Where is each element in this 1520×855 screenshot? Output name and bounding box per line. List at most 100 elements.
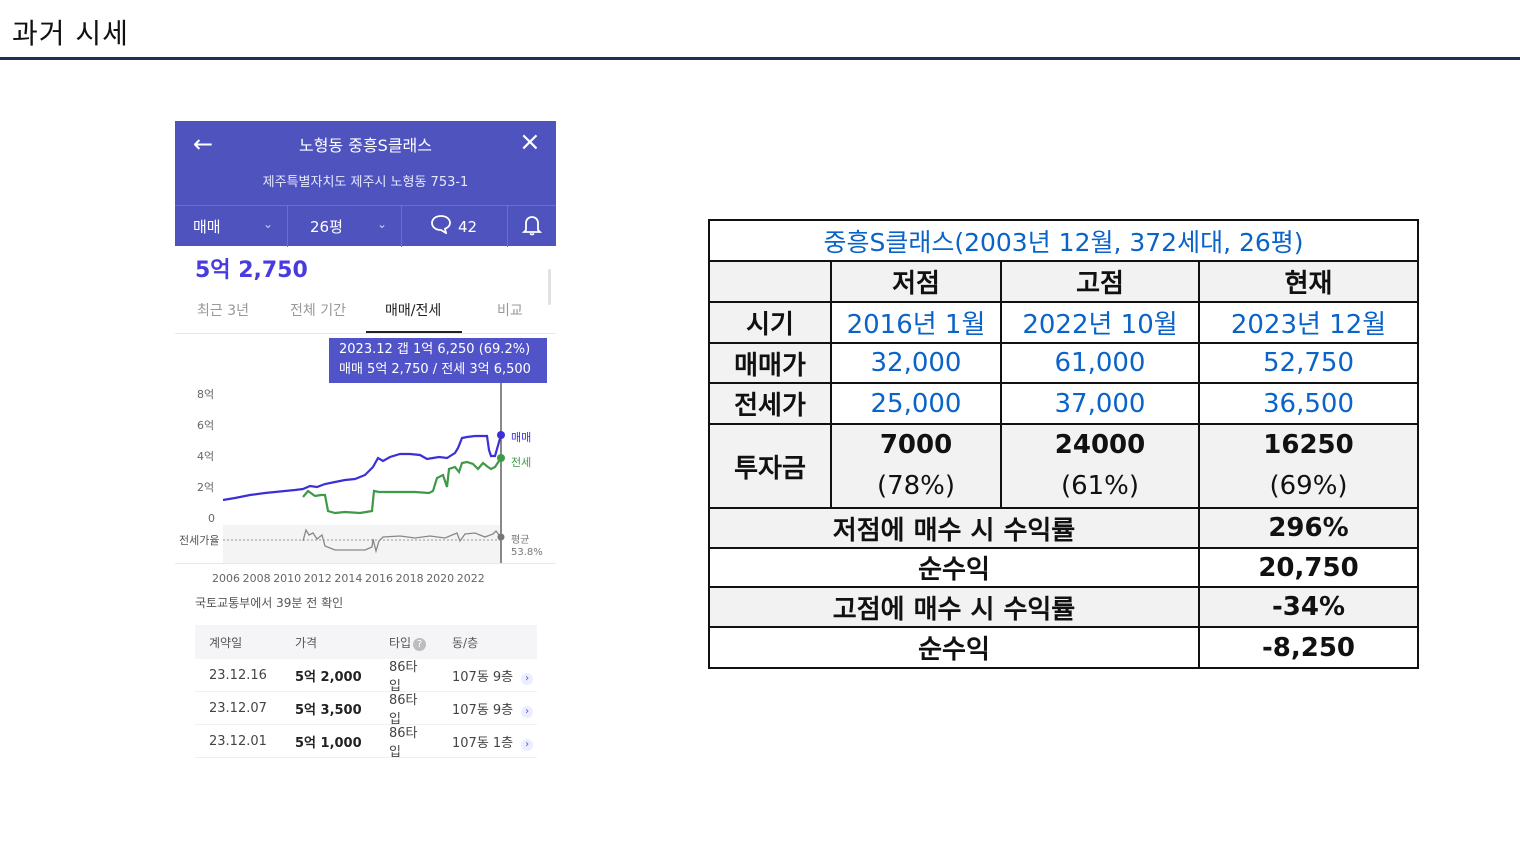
chart-tooltip: 2023.12 갭 1억 6,250 (69.2%) 매매 5억 2,750 /… xyxy=(329,338,547,383)
row-price: 5억 2,000 xyxy=(295,669,362,685)
row-dong-floor: 107동 9층 › xyxy=(429,699,537,718)
slide-title: 과거 시세 xyxy=(12,17,129,50)
col-header-high: 고점 xyxy=(1000,260,1200,303)
row-label-period: 시기 xyxy=(708,301,832,344)
sale-low: 32,000 xyxy=(830,342,1002,384)
jeonse-low: 25,000 xyxy=(830,382,1002,425)
row-dong-floor: 107동 9층 › xyxy=(429,666,537,685)
tab-sale-jeonse[interactable]: 매매/전세 xyxy=(385,303,442,319)
row-dong-floor: 107동 1층 › xyxy=(429,732,537,751)
row-label-investment: 투자금 xyxy=(708,423,832,509)
col-header-dong-floor: 동/층 xyxy=(452,635,479,650)
x-tick-label: 2022 xyxy=(457,572,485,585)
tooltip-price-line: 매매 5억 2,750 / 전세 3억 6,500 xyxy=(339,362,531,377)
tab-compare[interactable]: 비교 xyxy=(497,303,523,319)
investment-low: 7000 (78%) xyxy=(830,423,1002,509)
row-type: 86타입 xyxy=(389,726,418,760)
table-row[interactable]: 23.12.07 5억 3,500 86타입 107동 9층 › xyxy=(195,692,537,727)
row-type: 86타입 xyxy=(389,693,418,727)
scrollbar[interactable] xyxy=(548,269,551,305)
row-date: 23.12.07 xyxy=(209,700,267,716)
comments-button[interactable]: 42 xyxy=(401,206,507,247)
metric-value-net-profit-low: 20,750 xyxy=(1197,547,1420,588)
tab-all-period[interactable]: 전체 기간 xyxy=(290,303,346,319)
x-tick-label: 2020 xyxy=(426,572,454,585)
col-header-type: 타입? xyxy=(369,634,429,651)
sale-price-line xyxy=(222,434,503,502)
col-header-current: 현재 xyxy=(1197,260,1420,303)
tab-recent-3y[interactable]: 최근 3년 xyxy=(197,303,249,319)
metric-label-net-profit-high: 순수익 xyxy=(708,626,1200,669)
chevron-right-icon[interactable]: › xyxy=(521,705,534,718)
row-label-sale: 매매가 xyxy=(708,342,832,384)
jeonse-legend-label: 전세 xyxy=(511,456,531,469)
period-tabs: 최근 3년 전체 기간 매매/전세 비교 xyxy=(175,291,556,333)
apartment-address: 제주특별자치도 제주시 노형동 753-1 xyxy=(262,175,469,190)
row-price: 5억 3,500 xyxy=(295,702,362,718)
comment-count: 42 xyxy=(458,217,478,236)
active-tab-indicator xyxy=(366,331,462,333)
x-tick-label: 2010 xyxy=(273,572,301,585)
size-value: 26평 xyxy=(310,218,343,236)
metric-label-net-profit-low: 순수익 xyxy=(708,547,1200,588)
col-header-date: 계약일 xyxy=(209,635,243,650)
arrow-left-icon[interactable]: ← xyxy=(193,130,214,158)
close-icon[interactable]: × xyxy=(519,127,541,157)
x-tick-label: 2014 xyxy=(334,572,362,585)
row-date: 23.12.01 xyxy=(209,733,267,749)
y-tick-label: 4억 xyxy=(197,450,214,463)
table-row[interactable]: 23.12.16 5억 2,000 86타입 107동 9층 › xyxy=(195,659,537,694)
period-current: 2023년 12월 xyxy=(1197,301,1420,344)
period-low: 2016년 1월 xyxy=(830,301,1002,344)
row-type: 86타입 xyxy=(389,660,418,694)
current-price: 5억 2,750 xyxy=(195,258,308,283)
row-price: 5억 1,000 xyxy=(295,735,362,751)
table-row[interactable]: 23.12.01 5억 1,000 86타입 107동 1층 › xyxy=(195,725,537,760)
size-select[interactable]: 26평 ⌄ xyxy=(287,206,401,247)
jeonse-high: 37,000 xyxy=(1000,382,1200,425)
transaction-table: 계약일 가격 타입? 동/층 23.12.16 5억 2,000 86타입 10… xyxy=(195,625,537,760)
help-icon[interactable]: ? xyxy=(413,637,427,651)
ratio-label: 전세가율 xyxy=(179,534,219,547)
chevron-down-icon: ⌄ xyxy=(262,217,273,231)
chevron-right-icon[interactable]: › xyxy=(521,672,534,685)
col-header-price: 가격 xyxy=(295,635,318,650)
trade-type-select[interactable]: 매매 ⌄ xyxy=(175,206,287,247)
ratio-band xyxy=(223,525,500,563)
price-history-chart[interactable]: 8억 6억 4억 2억 0 전세가율 평균 53.8% 매매 전세 2006 20… xyxy=(175,383,556,588)
row-date: 23.12.16 xyxy=(209,667,267,683)
ratio-line xyxy=(302,528,502,554)
data-source-note: 국토교통부에서 39분 전 확인 xyxy=(195,596,344,610)
col-header-low: 저점 xyxy=(830,260,1002,303)
ratio-current-point xyxy=(497,533,505,541)
row-label-jeonse: 전세가 xyxy=(708,382,832,425)
ratio-avg-value: 53.8% xyxy=(511,547,543,558)
summary-title: 중흥S클래스(2003년 12월, 372세대, 26평) xyxy=(707,219,1420,262)
metric-label-high-return: 고점에 매수 시 수익률 xyxy=(708,586,1200,628)
metric-value-high-return: -34% xyxy=(1197,586,1420,628)
apartment-title: 노형동 중흥S클래스 xyxy=(298,136,432,155)
speech-bubble-icon xyxy=(430,214,452,239)
apartment-price-app-screenshot: ← 노형동 중흥S클래스 × 제주특별자치도 제주시 노형동 753-1 매매 … xyxy=(175,121,556,761)
x-axis-ticks: 2006 2008 2010 2012 2014 2016 2018 2020 2022 xyxy=(212,572,485,585)
app-header: ← 노형동 중흥S클래스 × 제주특별자치도 제주시 노형동 753-1 매매 … xyxy=(175,121,556,247)
title-divider xyxy=(0,57,1520,60)
x-tick-label: 2018 xyxy=(396,572,424,585)
filter-bar: 매매 ⌄ 26평 ⌄ 42 xyxy=(175,205,556,247)
notification-button[interactable] xyxy=(507,206,556,247)
sale-high: 61,000 xyxy=(1000,342,1200,384)
metric-label-low-return: 저점에 매수 시 수익률 xyxy=(708,507,1200,549)
jeonse-price-line xyxy=(302,457,502,515)
x-tick-label: 2016 xyxy=(365,572,393,585)
transaction-table-header: 계약일 가격 타입? 동/층 xyxy=(195,625,537,659)
chevron-down-icon: ⌄ xyxy=(376,217,387,231)
period-high: 2022년 10월 xyxy=(1000,301,1200,344)
y-tick-label: 2억 xyxy=(197,481,214,494)
bell-icon xyxy=(521,214,543,240)
empty-header-cell xyxy=(708,260,832,303)
x-tick-label: 2006 xyxy=(212,572,240,585)
price-summary-table: 중흥S클래스(2003년 12월, 372세대, 26평) 저점 고점 현재 시… xyxy=(707,219,1420,669)
chevron-right-icon[interactable]: › xyxy=(521,738,534,751)
tabs-divider xyxy=(175,333,556,334)
x-tick-label: 2008 xyxy=(243,572,271,585)
